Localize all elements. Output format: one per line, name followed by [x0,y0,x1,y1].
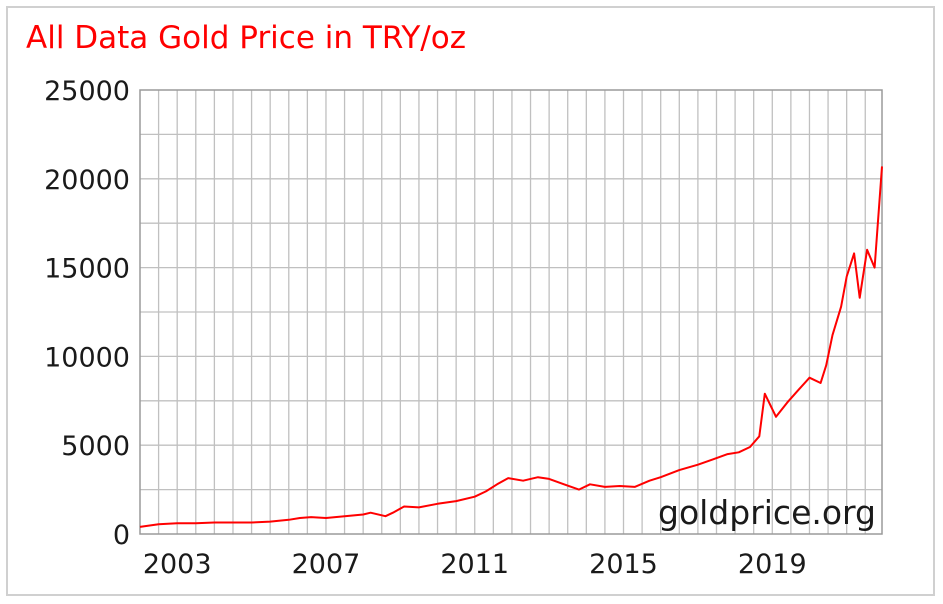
y-tick-label: 25000 [44,76,130,107]
x-axis-ticks: 2003 2007 2011 2015 2019 [143,549,807,580]
y-tick-label: 10000 [44,342,130,373]
grid [140,90,882,534]
plot-border [139,89,883,535]
y-tick-label: 20000 [44,165,130,196]
series-layer [139,166,883,528]
gold-price-line [139,166,883,528]
y-tick-label: 0 [113,520,130,551]
x-tick-label: 2019 [738,549,807,580]
x-tick-label: 2003 [143,549,212,580]
x-tick-label: 2007 [292,549,361,580]
y-axis-ticks: 25000 20000 15000 10000 5000 0 [44,76,130,551]
y-tick-label: 5000 [61,431,130,462]
watermark-text: goldprice.org [658,493,876,532]
x-tick-label: 2015 [589,549,658,580]
x-tick-label: 2011 [440,549,509,580]
chart-title: All Data Gold Price in TRY/oz [26,20,466,56]
y-tick-label: 15000 [44,254,130,285]
